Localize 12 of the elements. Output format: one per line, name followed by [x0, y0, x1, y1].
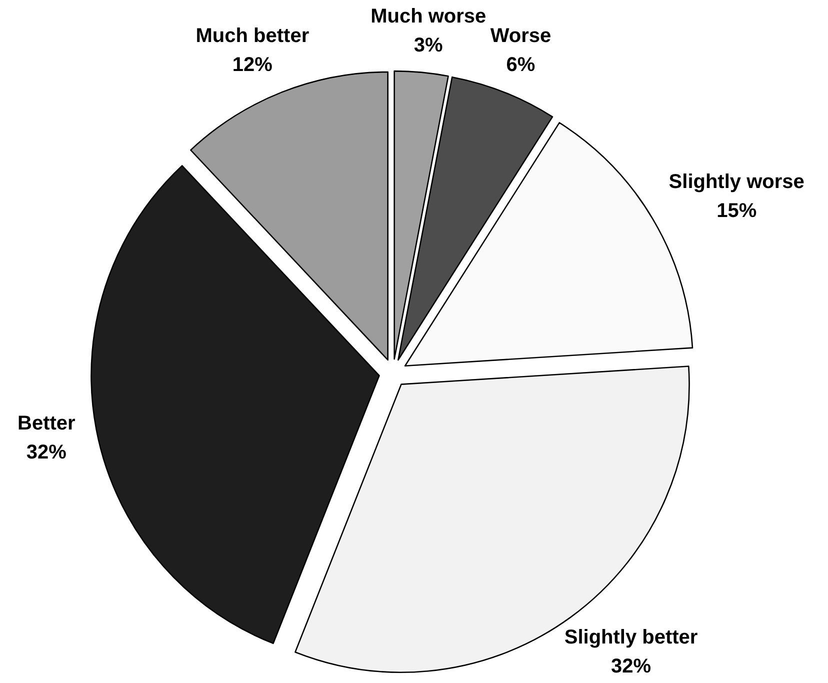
slice-label: Better	[18, 412, 76, 435]
data-label: 6%	[506, 54, 536, 76]
slice-label: Much better	[196, 24, 310, 47]
data-label: 3%	[414, 34, 444, 56]
data-label: 12%	[232, 54, 273, 76]
slice-label: Slightly better	[564, 626, 698, 648]
slice-label: Slightly worse	[668, 170, 804, 193]
slice-label: Much worse	[370, 6, 486, 28]
data-label: 15%	[716, 200, 757, 222]
slice-label: Worse	[490, 24, 552, 47]
data-label: 32%	[611, 656, 652, 678]
data-label: 32%	[26, 442, 67, 464]
